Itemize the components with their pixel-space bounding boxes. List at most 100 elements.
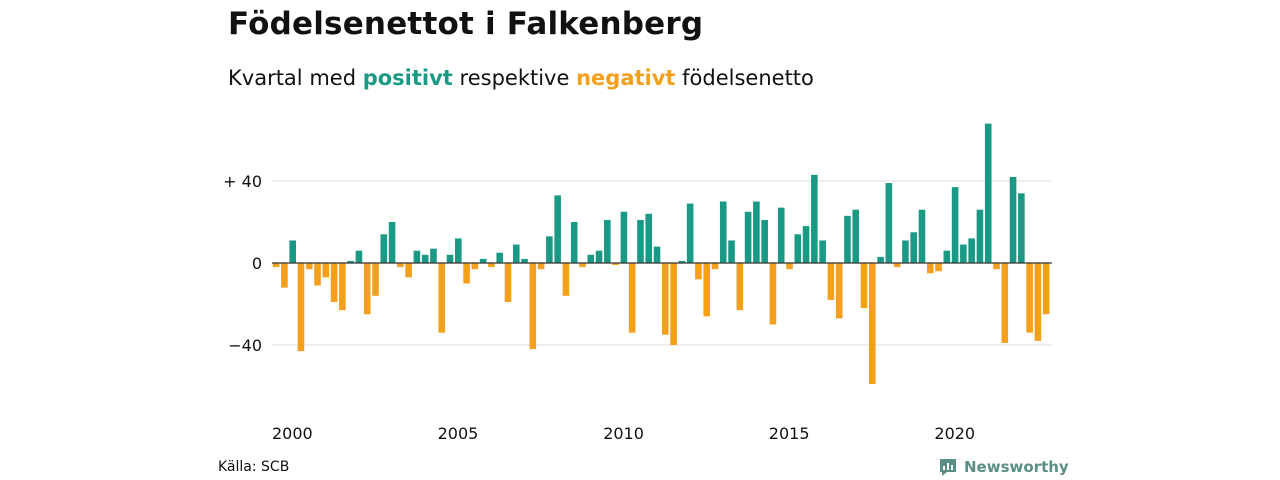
bar-2023-k1 (1034, 263, 1042, 341)
bar-2021-k3 (984, 123, 992, 263)
bar-2001-k2 (314, 263, 321, 286)
newsworthy-chart-icon (940, 459, 956, 476)
bars (272, 123, 1050, 384)
subtitle-prefix: Kvartal med (228, 66, 357, 90)
bar-2007-k4 (529, 263, 537, 350)
bar-2009-k2 (579, 263, 586, 268)
bar-2017-k2 (844, 215, 851, 263)
bar-2015-k1 (769, 263, 777, 325)
gridlines (272, 180, 1052, 346)
bar-2000-k4 (297, 263, 305, 352)
bar-2002-k2 (347, 260, 354, 263)
bar-2007-k3 (521, 258, 528, 263)
bar-2003-k3 (388, 222, 396, 263)
bar-2021-k1 (968, 238, 975, 263)
bar-2000-k3 (289, 240, 296, 263)
x-tick-label: 2015 (769, 424, 810, 443)
bar-2014-k3 (753, 201, 760, 263)
bar-2005-k1 (438, 263, 446, 333)
bar-2013-k2 (711, 263, 719, 270)
bar-2002-k1 (339, 263, 346, 311)
bar-2003-k4 (397, 263, 404, 268)
bar-2001-k1 (305, 263, 313, 270)
bar-2021-k2 (976, 209, 984, 263)
x-tick-label: 2010 (603, 424, 644, 443)
bar-2022-k2 (1009, 176, 1017, 263)
bar-2006-k3 (488, 263, 495, 268)
bar-2011-k3 (653, 246, 661, 263)
y-tick-label: 0 (252, 254, 262, 273)
bar-2015-k2 (777, 207, 785, 263)
bar-2008-k4 (562, 263, 570, 296)
bar-2008-k3 (554, 195, 561, 263)
subtitle-middle: respektive (459, 66, 570, 90)
bar-2012-k4 (695, 263, 702, 280)
bar-2020-k2 (943, 250, 951, 263)
bar-2003-k2 (380, 234, 388, 263)
bar-2016-k2 (811, 174, 818, 263)
bar-2007-k1 (504, 263, 512, 302)
subtitle-negative-word: negativt (576, 66, 676, 90)
y-tick-label: + 40 (223, 172, 262, 191)
bar-2009-k1 (570, 222, 578, 263)
bar-2012-k3 (686, 203, 694, 263)
chart-title: Födelsenettot i Falkenberg (228, 6, 704, 42)
bar-2010-k2 (612, 263, 619, 266)
bar-2002-k4 (363, 263, 371, 315)
bar-2019-k3 (918, 209, 926, 263)
bar-2013-k4 (728, 240, 735, 263)
bar-2018-k1 (869, 263, 876, 384)
bar-2007-k2 (512, 244, 520, 263)
newsworthy-logo: Newsworthy (938, 456, 1069, 478)
bar-2008-k1 (537, 263, 545, 270)
bar-2001-k3 (322, 263, 330, 278)
bar-2017-k1 (835, 263, 843, 319)
bar-2010-k3 (620, 211, 628, 263)
bar-2011-k4 (662, 263, 669, 335)
bar-2017-k4 (860, 263, 868, 309)
bar-2017-k3 (852, 209, 860, 263)
subtitle-suffix: födelsenetto (682, 66, 814, 90)
bar-2004-k3 (421, 254, 429, 263)
bar-2013-k1 (703, 263, 710, 317)
bar-2022-k3 (1018, 193, 1025, 263)
bar-2016-k4 (827, 263, 835, 300)
bar-2002-k3 (355, 250, 363, 263)
chart-subtitle: Kvartal med positivt respektive negativt… (228, 66, 814, 90)
bar-2019-k4 (926, 263, 934, 274)
bar-2005-k3 (455, 238, 462, 263)
bar-2023-k2 (1042, 263, 1050, 315)
bar-2021-k4 (993, 263, 1000, 270)
y-tick-label: −40 (228, 336, 262, 355)
bar-2020-k3 (951, 187, 959, 263)
bar-2016-k1 (802, 226, 810, 263)
bar-2014-k2 (744, 211, 752, 263)
bar-2019-k1 (902, 240, 909, 263)
bar-2006-k1 (471, 263, 479, 270)
bar-2020-k4 (960, 244, 967, 263)
bar-2006-k4 (496, 252, 503, 263)
x-tick-label: 2000 (272, 424, 313, 443)
subtitle-positive-word: positivt (362, 66, 453, 90)
bar-2012-k2 (678, 260, 686, 263)
bar-2008-k2 (546, 236, 553, 263)
x-tick-label: 2020 (934, 424, 975, 443)
bar-2015-k4 (794, 234, 802, 263)
bar-2011-k2 (645, 213, 653, 263)
bar-2001-k4 (330, 263, 338, 302)
source-note: Källa: SCB (218, 459, 290, 475)
bar-2020-k1 (935, 263, 942, 272)
bar-2022-k1 (1001, 263, 1009, 343)
x-tick-label: 2005 (438, 424, 479, 443)
bar-2022-k4 (1026, 263, 1033, 333)
bar-2009-k3 (587, 254, 595, 263)
bar-2019-k2 (910, 232, 917, 263)
logo-text: Newsworthy (964, 458, 1069, 476)
bar-2003-k1 (372, 263, 379, 296)
bar-2016-k3 (819, 240, 826, 263)
bar-2018-k2 (877, 256, 884, 263)
bar-2004-k4 (430, 248, 437, 263)
bar-2018-k4 (893, 263, 901, 268)
bar-2014-k4 (761, 219, 768, 263)
